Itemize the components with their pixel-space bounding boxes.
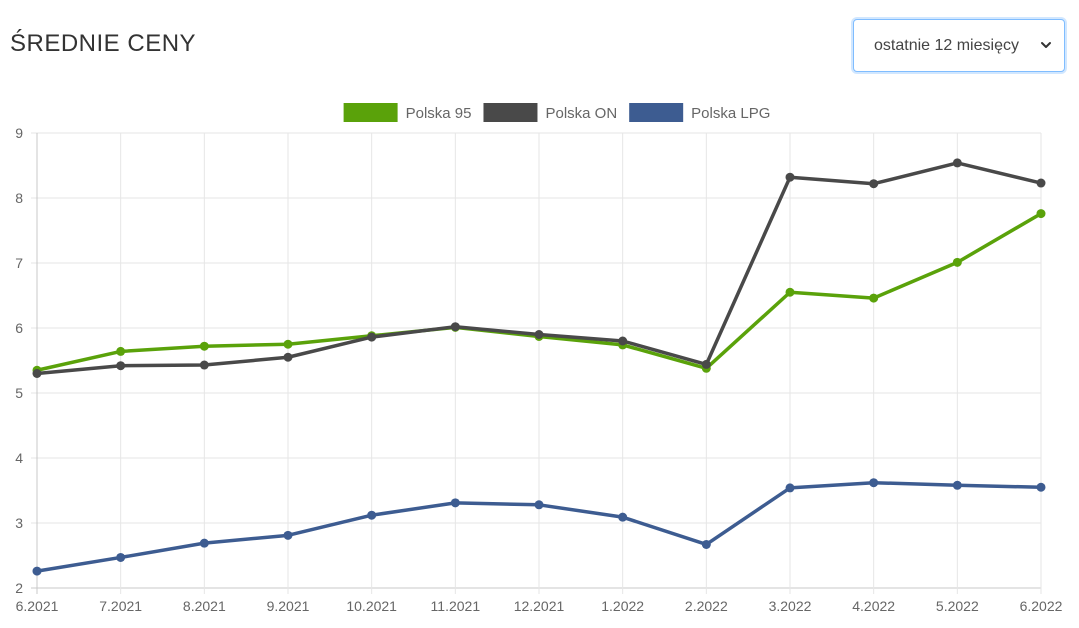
y-tick-label: 7 xyxy=(15,255,23,271)
data-point-polska-95 xyxy=(1036,209,1046,219)
data-point-polska-on xyxy=(116,361,126,371)
data-point-polska-on xyxy=(869,179,879,189)
chevron-down-icon xyxy=(1041,42,1051,48)
x-tick-label: 11.2021 xyxy=(431,598,481,614)
data-point-polska-on xyxy=(367,332,377,342)
data-point-polska-lpg xyxy=(199,538,209,548)
y-tick-label: 5 xyxy=(15,385,23,401)
data-point-polska-on xyxy=(199,360,209,370)
data-point-polska-lpg xyxy=(367,510,377,520)
x-tick-label: 10.2021 xyxy=(346,598,397,614)
legend-swatch xyxy=(343,103,398,122)
legend-label: Polska 95 xyxy=(406,105,472,122)
y-tick-label: 8 xyxy=(15,190,23,206)
data-point-polska-95 xyxy=(785,287,795,297)
y-tick-label: 2 xyxy=(15,580,23,596)
data-point-polska-on xyxy=(283,352,293,362)
legend-label: Polska ON xyxy=(545,105,617,122)
x-tick-label: 2.2022 xyxy=(685,598,728,614)
data-point-polska-lpg xyxy=(1036,482,1046,492)
y-tick-label: 6 xyxy=(15,320,23,336)
data-point-polska-lpg xyxy=(869,478,879,488)
data-point-polska-on xyxy=(1036,178,1046,188)
x-tick-label: 12.2021 xyxy=(514,598,565,614)
legend-swatch xyxy=(483,103,538,122)
data-point-polska-on xyxy=(618,336,628,346)
x-tick-label: 4.2022 xyxy=(852,598,895,614)
x-tick-label: 8.2021 xyxy=(183,598,226,614)
price-line-chart: 2 3 4 5 6 7 8 9 6.2021 7.2021 8.2021 9.2021 10.2021 1… xyxy=(15,103,1063,614)
data-point-polska-on xyxy=(534,330,544,339)
x-tick-label: 7.2021 xyxy=(99,598,142,614)
x-tick-label: 6.2021 xyxy=(16,598,59,614)
data-point-polska-95 xyxy=(199,341,209,351)
y-tick-label: 9 xyxy=(15,125,23,141)
data-point-polska-95 xyxy=(283,339,293,349)
period-select-value: ostatnie 12 miesięcy xyxy=(874,36,1019,54)
y-tick-label: 4 xyxy=(15,450,23,466)
data-point-polska-lpg xyxy=(32,566,42,576)
x-tick-label: 3.2022 xyxy=(769,598,812,614)
x-tick-label: 9.2021 xyxy=(267,598,310,614)
data-point-polska-lpg xyxy=(701,539,711,549)
data-point-polska-lpg xyxy=(952,480,962,490)
data-point-polska-lpg xyxy=(618,512,628,522)
data-point-polska-95 xyxy=(116,346,126,356)
data-point-polska-lpg xyxy=(283,530,293,540)
data-point-polska-on xyxy=(32,369,42,378)
data-point-polska-on xyxy=(952,158,962,168)
data-point-polska-on xyxy=(701,359,711,369)
legend-swatch xyxy=(629,103,684,122)
x-tick-label: 1.2022 xyxy=(601,598,644,614)
data-point-polska-on xyxy=(450,322,460,332)
data-point-polska-95 xyxy=(869,293,879,303)
page-title: ŚREDNIE CENY xyxy=(10,30,197,57)
data-point-polska-lpg xyxy=(450,498,460,508)
data-point-polska-lpg xyxy=(116,552,126,562)
x-tick-label: 6.2022 xyxy=(1020,598,1063,614)
data-point-polska-lpg xyxy=(785,483,795,493)
legend-label: Polska LPG xyxy=(691,105,770,122)
data-point-polska-95 xyxy=(952,257,962,267)
data-point-polska-lpg xyxy=(534,500,544,510)
period-select[interactable]: ostatnie 12 miesięcy xyxy=(853,19,1065,72)
y-tick-label: 3 xyxy=(15,515,23,531)
data-point-polska-on xyxy=(785,172,795,182)
x-tick-label: 5.2022 xyxy=(936,598,979,614)
